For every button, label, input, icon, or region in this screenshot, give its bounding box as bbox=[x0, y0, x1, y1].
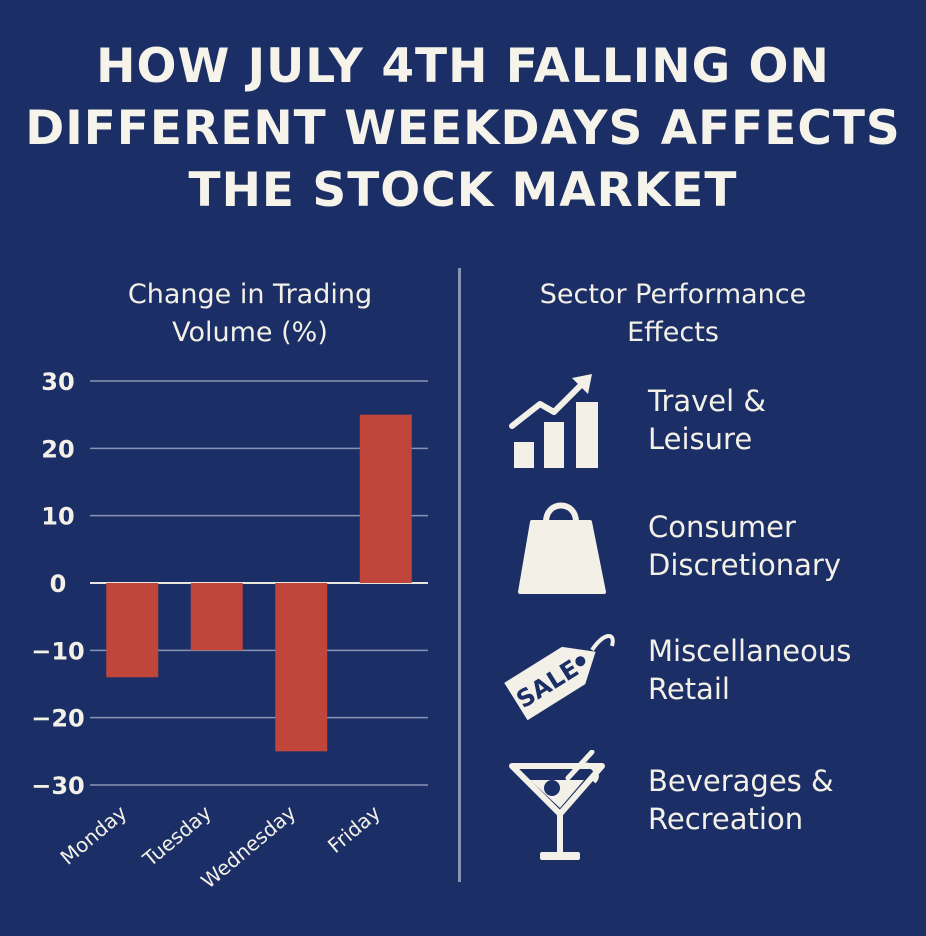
y-tick-label: 0 bbox=[50, 570, 67, 598]
y-tick-label: −10 bbox=[31, 637, 85, 665]
panel-divider bbox=[458, 268, 461, 882]
infographic-title: HOW JULY 4TH FALLING ON DIFFERENT WEEKDA… bbox=[0, 36, 926, 222]
y-tick-label: 10 bbox=[41, 503, 74, 531]
x-tick-label: Monday bbox=[56, 800, 132, 869]
sector-label: Consumer Discretionary bbox=[648, 510, 841, 582]
sector-label: Beverages & Recreation bbox=[648, 764, 834, 836]
cocktail-glass-icon bbox=[500, 749, 610, 860]
x-tick-label: Tuesday bbox=[137, 800, 216, 871]
title-line-3: THE STOCK MARKET bbox=[188, 163, 738, 218]
chart-title: Change in Trading Volume (%) bbox=[127, 279, 373, 348]
bar-friday bbox=[359, 414, 412, 583]
bar-tuesday bbox=[190, 583, 243, 651]
sector-item-miscellaneous-retail: SALE Miscellaneous Retail bbox=[490, 620, 910, 721]
shopping-bag-icon bbox=[500, 496, 610, 596]
y-tick-label: 20 bbox=[41, 435, 74, 463]
x-tick-label: Friday bbox=[323, 800, 385, 857]
title-line-2: DIFFERENT WEEKDAYS AFFECTS bbox=[25, 101, 901, 156]
y-tick-label: −20 bbox=[31, 705, 85, 733]
bar-chart-rising-icon bbox=[500, 370, 610, 470]
sector-panel-title: Sector Performance Effects bbox=[539, 279, 807, 348]
y-tick-label: −30 bbox=[31, 772, 85, 800]
sector-item-travel-leisure: Travel & Leisure bbox=[490, 370, 910, 470]
title-line-1: HOW JULY 4TH FALLING ON bbox=[96, 39, 830, 94]
sector-item-consumer-discretionary: Consumer Discretionary bbox=[490, 496, 910, 596]
sale-tag-icon: SALE bbox=[500, 620, 615, 721]
bar-wednesday bbox=[275, 583, 328, 752]
sector-item-beverages-recreation: Beverages & Recreation bbox=[490, 749, 910, 860]
sector-label: Miscellaneous Retail bbox=[648, 634, 852, 706]
bar-monday bbox=[106, 583, 159, 678]
y-tick-label: 30 bbox=[41, 368, 74, 396]
sector-label: Travel & Leisure bbox=[648, 384, 767, 456]
